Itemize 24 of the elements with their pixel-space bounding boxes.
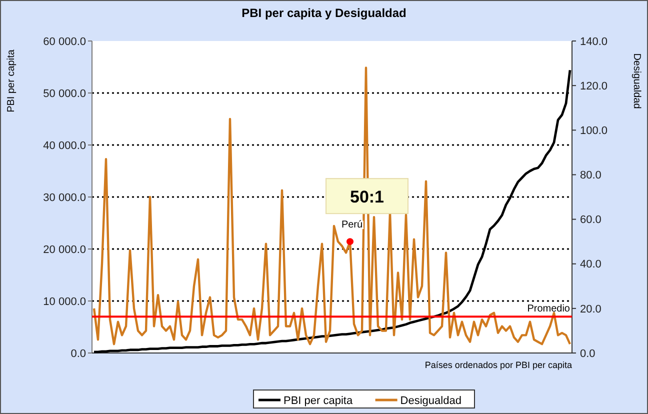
y-tick-label: 50 000.0 xyxy=(43,88,86,100)
chart-title: PBI per capita y Desigualdad xyxy=(242,6,406,20)
series-label: Perú xyxy=(341,220,363,231)
y2-tick-label: 120.0 xyxy=(580,80,608,92)
y2-tick-label: 0.0 xyxy=(580,348,596,360)
y-tick-label: 20 000.0 xyxy=(43,244,86,256)
y2-tick-label: 40.0 xyxy=(580,258,602,271)
ref-line-label: Promedio xyxy=(527,304,570,315)
annotation: 50:1 xyxy=(350,188,384,207)
y2-axis-title: Desigualdad xyxy=(631,53,642,109)
y-tick-label: 0.0 xyxy=(70,348,86,360)
legend-label: Desigualdad xyxy=(400,394,462,407)
y-tick-label: 10 000.0 xyxy=(43,296,86,308)
legend-label: PBI per capita xyxy=(284,394,354,407)
y-tick-label: 60 000.0 xyxy=(43,36,86,48)
y2-tick-label: 140.0 xyxy=(580,36,608,48)
y-tick-label: 30 000.0 xyxy=(43,192,86,204)
y-axis-title: PBI per capita xyxy=(6,49,17,112)
y2-tick-label: 80.0 xyxy=(580,170,602,182)
y2-tick-label: 20.0 xyxy=(580,303,602,316)
y2-tick-label: 60.0 xyxy=(580,214,602,226)
x-axis-title: Países ordenados por PBI per capita xyxy=(424,360,572,370)
y-tick-label: 40 000.0 xyxy=(43,140,86,152)
y2-tick-label: 100.0 xyxy=(580,124,608,137)
